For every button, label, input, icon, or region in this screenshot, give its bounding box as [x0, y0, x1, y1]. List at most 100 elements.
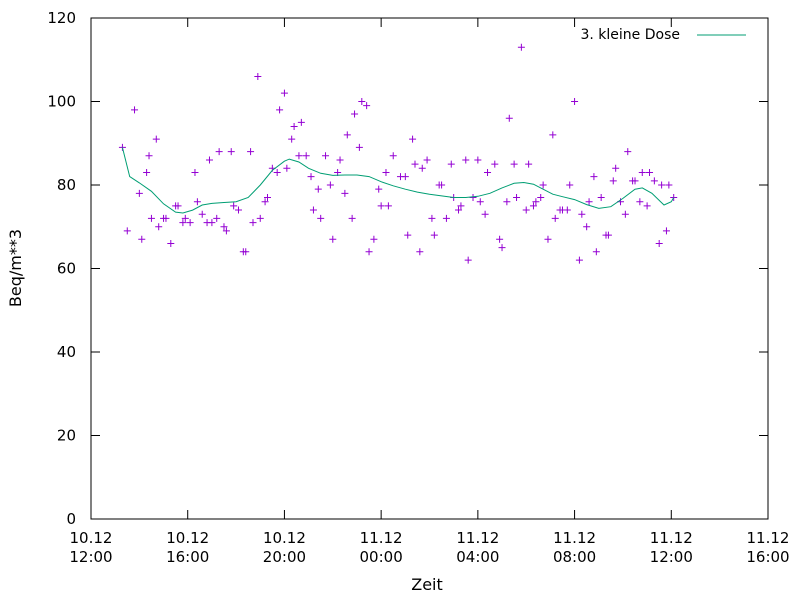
data-point [307, 173, 315, 181]
data-point [220, 223, 228, 231]
data-point [590, 173, 598, 181]
data-point [464, 256, 472, 264]
y-axis-ticks: 0 20 40 60 80 100 120 [47, 9, 768, 528]
data-point [152, 135, 160, 143]
data-point [131, 106, 139, 114]
data-point [665, 181, 673, 189]
data-point [566, 181, 574, 189]
data-point [290, 123, 298, 131]
data-point [348, 214, 356, 222]
data-point [404, 231, 412, 239]
x-tick-label-time: 16:00 [746, 548, 789, 566]
x-tick-label-date: 10.12 [166, 529, 209, 547]
data-point [411, 160, 419, 168]
data-point [186, 219, 194, 227]
data-point [155, 223, 163, 231]
data-point [578, 210, 586, 218]
data-point [242, 248, 250, 256]
data-point [123, 227, 131, 235]
data-point [280, 89, 288, 97]
legend-label: 3. kleine Dose [581, 27, 681, 43]
data-point [484, 168, 492, 176]
data-point [430, 231, 438, 239]
data-point [658, 181, 666, 189]
data-point [423, 156, 431, 164]
x-tick-label-time: 00:00 [360, 548, 403, 566]
data-point [650, 177, 658, 185]
data-point [438, 181, 446, 189]
data-point [283, 164, 291, 172]
data-point [517, 43, 525, 51]
data-point [365, 248, 373, 256]
data-point [234, 206, 242, 214]
plot-frame [90, 17, 769, 520]
legend: 3. kleine Dose [581, 27, 746, 43]
data-point [208, 219, 216, 227]
data-point [167, 239, 175, 247]
data-point [181, 214, 189, 222]
data-point [329, 235, 337, 243]
y-tick-label: 20 [57, 427, 76, 445]
data-point [297, 118, 305, 126]
data-point [351, 110, 359, 118]
data-point [529, 202, 537, 210]
data-point [575, 256, 583, 264]
data-point [143, 168, 151, 176]
x-tick-label-time: 04:00 [456, 548, 499, 566]
data-point [455, 206, 463, 214]
data-point [532, 198, 540, 206]
data-point [145, 152, 153, 160]
data-point [416, 248, 424, 256]
data-point [481, 210, 489, 218]
data-point [375, 185, 383, 193]
data-point [655, 239, 663, 247]
y-axis-label: Beq/m**3 [6, 229, 25, 307]
data-point [544, 235, 552, 243]
data-point [636, 198, 644, 206]
data-point [537, 194, 545, 202]
data-point [469, 194, 477, 202]
data-point [510, 160, 518, 168]
data-point [261, 198, 269, 206]
data-point [631, 177, 639, 185]
data-point [462, 156, 470, 164]
data-point [401, 173, 409, 181]
data-point [447, 160, 455, 168]
data-point [592, 248, 600, 256]
data-point [249, 219, 257, 227]
data-point [326, 181, 334, 189]
data-point [309, 206, 317, 214]
data-point [389, 152, 397, 160]
x-tick-label-time: 12:00 [650, 548, 693, 566]
data-point [147, 214, 155, 222]
data-point [336, 156, 344, 164]
data-point [227, 148, 235, 156]
data-point [256, 214, 264, 222]
data-point [498, 244, 506, 252]
data-point [522, 206, 530, 214]
data-point [247, 148, 255, 156]
data-point [377, 202, 385, 210]
data-point [457, 202, 465, 210]
data-point [571, 98, 579, 105]
x-tick-label-date: 11.12 [360, 529, 403, 547]
data-point [276, 106, 284, 114]
data-point [193, 198, 201, 206]
x-axis-ticks: 10.1212:0010.1216:0010.1220:0011.1200:00… [69, 18, 790, 566]
data-point [646, 168, 654, 176]
data-point [213, 214, 221, 222]
y-tick-label: 100 [47, 93, 76, 111]
data-point [409, 135, 417, 143]
data-point [138, 235, 146, 243]
data-point [317, 214, 325, 222]
data-point [563, 206, 571, 214]
y-tick-label: 0 [66, 510, 76, 528]
smooth-line-series [121, 147, 675, 214]
data-point [604, 231, 612, 239]
data-point [162, 214, 170, 222]
data-point [322, 152, 330, 160]
data-point [355, 143, 363, 151]
data-point [585, 198, 593, 206]
data-point [198, 210, 206, 218]
data-point [551, 214, 559, 222]
